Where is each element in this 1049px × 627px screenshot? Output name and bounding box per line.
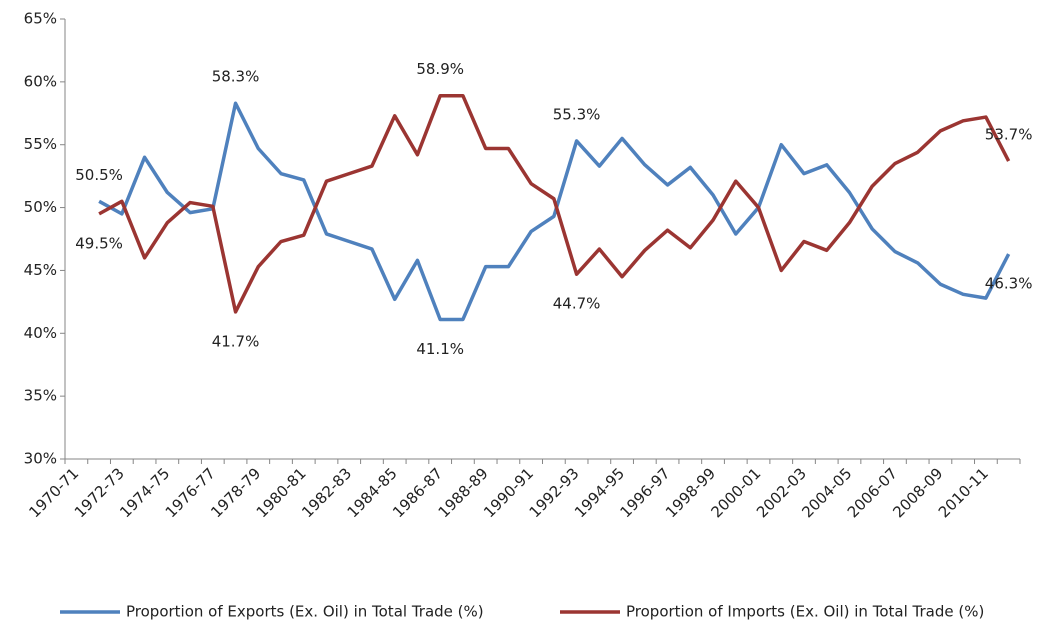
data-label: 53.7%: [985, 126, 1033, 144]
data-label: 46.3%: [985, 275, 1033, 293]
data-label: 55.3%: [553, 105, 601, 123]
legend-label: Proportion of Exports (Ex. Oil) in Total…: [126, 603, 484, 621]
series-line: [98, 93, 1011, 314]
y-tick-label: 55%: [24, 135, 57, 153]
y-tick-label: 45%: [24, 261, 57, 279]
data-label: 50.5%: [75, 166, 123, 184]
data-label: 41.7%: [212, 332, 260, 350]
data-label: 41.1%: [416, 340, 464, 358]
x-tick-label: 2010-11: [935, 464, 992, 521]
y-tick-label: 50%: [24, 198, 57, 216]
data-label: 58.9%: [416, 60, 464, 78]
data-label: 49.5%: [75, 234, 123, 252]
series-line: [98, 101, 1011, 322]
y-tick-label: 60%: [24, 72, 57, 90]
y-tick-label: 40%: [24, 324, 57, 342]
y-tick-label: 35%: [24, 387, 57, 405]
data-label: 58.3%: [212, 68, 260, 86]
y-tick-label: 30%: [24, 450, 57, 468]
data-label: 44.7%: [553, 295, 601, 313]
legend-label: Proportion of Imports (Ex. Oil) in Total…: [626, 603, 984, 621]
y-tick-label: 65%: [24, 10, 57, 28]
